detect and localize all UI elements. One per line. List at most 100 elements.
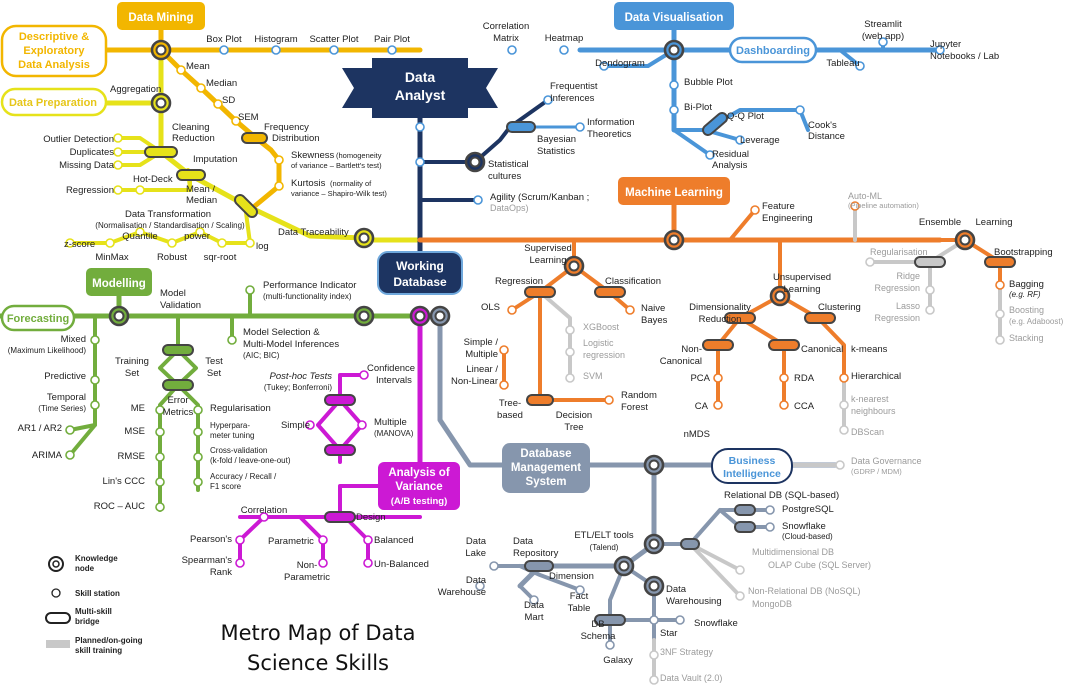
skill-station[interactable] (193, 427, 203, 437)
skill-station[interactable] (925, 305, 935, 315)
skill-station[interactable] (195, 227, 205, 237)
skill-station[interactable] (274, 181, 284, 191)
skill-station[interactable] (155, 502, 165, 512)
skill-station[interactable] (850, 201, 860, 211)
skill-station[interactable] (227, 335, 237, 345)
skill-station[interactable] (217, 238, 227, 248)
skill-station[interactable] (193, 405, 203, 415)
hub-working-database[interactable]: Working Database (377, 251, 463, 295)
skill-station[interactable] (473, 195, 483, 205)
hub-data-mining[interactable]: Data Mining (117, 2, 205, 30)
skill-station[interactable] (113, 160, 123, 170)
skill-station[interactable] (649, 615, 659, 625)
skill-station[interactable] (90, 335, 100, 345)
skill-station[interactable] (318, 558, 328, 568)
skill-station[interactable] (176, 65, 186, 75)
skill-station[interactable] (90, 400, 100, 410)
skill-station[interactable] (839, 400, 849, 410)
skill-station[interactable] (779, 400, 789, 410)
knowledge-node-preparation[interactable] (150, 92, 172, 114)
hub-business-intelligence[interactable]: Business Intelligence (711, 448, 793, 484)
skill-station[interactable] (675, 615, 685, 625)
skill-station[interactable] (575, 585, 585, 595)
hub-dashboarding[interactable]: Dashboarding (728, 36, 818, 64)
skill-station[interactable] (196, 83, 206, 93)
skill-station[interactable] (271, 45, 281, 55)
skill-station[interactable] (750, 205, 760, 215)
skill-station[interactable] (113, 185, 123, 195)
skill-station[interactable] (925, 285, 935, 295)
skill-station[interactable] (599, 61, 609, 71)
skill-station[interactable] (839, 425, 849, 435)
skill-station[interactable] (193, 477, 203, 487)
hub-descriptive-exploratory[interactable]: Descriptive & Exploratory Data Analysis (0, 24, 108, 78)
skill-station[interactable] (65, 238, 75, 248)
skill-station[interactable] (219, 45, 229, 55)
skill-station[interactable] (995, 309, 1005, 319)
skill-station[interactable] (155, 477, 165, 487)
skill-station[interactable] (649, 650, 659, 660)
skill-station[interactable] (499, 345, 509, 355)
skill-station[interactable] (363, 558, 373, 568)
skill-station[interactable] (235, 535, 245, 545)
skill-station[interactable] (565, 373, 575, 383)
skill-station[interactable] (507, 305, 517, 315)
skill-station[interactable] (604, 395, 614, 405)
knowledge-node-validation[interactable] (108, 305, 130, 327)
skill-station[interactable] (245, 285, 255, 295)
skill-station[interactable] (779, 373, 789, 383)
skill-station[interactable] (765, 505, 775, 515)
skill-station[interactable] (878, 37, 888, 47)
knowledge-node-db[interactable] (429, 305, 451, 327)
skill-station[interactable] (529, 595, 539, 605)
hub-machine-learning[interactable]: Machine Learning (618, 177, 730, 205)
knowledge-node-traceability[interactable] (353, 227, 375, 249)
skill-station[interactable] (995, 280, 1005, 290)
skill-station[interactable] (155, 452, 165, 462)
skill-station[interactable] (625, 305, 635, 315)
skill-station[interactable] (65, 425, 75, 435)
hub-forecasting[interactable]: Forecasting (0, 304, 76, 332)
skill-station[interactable] (839, 373, 849, 383)
skill-station[interactable] (113, 133, 123, 143)
skill-station[interactable] (213, 99, 223, 109)
skill-station[interactable] (105, 238, 115, 248)
skill-station[interactable] (855, 61, 865, 71)
skill-station[interactable] (735, 591, 745, 601)
skill-station[interactable] (705, 150, 715, 160)
skill-station[interactable] (565, 325, 575, 335)
knowledge-node-anova[interactable] (409, 305, 431, 327)
skill-station[interactable] (329, 45, 339, 55)
hub-anova[interactable]: Analysis of Variance (A/B testing) (378, 462, 460, 510)
skill-station[interactable] (543, 95, 553, 105)
knowledge-node-statistical[interactable] (464, 151, 486, 173)
skill-station[interactable] (507, 45, 517, 55)
skill-station[interactable] (363, 535, 373, 545)
knowledge-node-etl2[interactable] (613, 555, 635, 577)
skill-station[interactable] (713, 373, 723, 383)
skill-station[interactable] (155, 405, 165, 415)
hub-data-preparation[interactable]: Data Preparation (0, 87, 108, 117)
knowledge-node-unsupervised[interactable] (769, 285, 791, 307)
knowledge-node-bi[interactable] (643, 454, 665, 476)
skill-station[interactable] (735, 135, 745, 145)
skill-station[interactable] (415, 157, 425, 167)
skill-station[interactable] (259, 512, 269, 522)
skill-station[interactable] (318, 535, 328, 545)
skill-station[interactable] (935, 45, 945, 55)
skill-station[interactable] (575, 122, 585, 132)
skill-station[interactable] (235, 558, 245, 568)
skill-station[interactable] (565, 347, 575, 357)
knowledge-node-supervised[interactable] (563, 255, 585, 277)
skill-station[interactable] (65, 450, 75, 460)
skill-station[interactable] (135, 185, 145, 195)
skill-station[interactable] (489, 561, 499, 571)
skill-station[interactable] (274, 155, 284, 165)
skill-station[interactable] (559, 45, 569, 55)
skill-station[interactable] (765, 522, 775, 532)
knowledge-node-mining[interactable] (150, 39, 172, 61)
skill-station[interactable] (155, 427, 165, 437)
skill-station[interactable] (193, 452, 203, 462)
skill-station[interactable] (90, 375, 100, 385)
hub-modelling[interactable]: Modelling (86, 268, 152, 296)
